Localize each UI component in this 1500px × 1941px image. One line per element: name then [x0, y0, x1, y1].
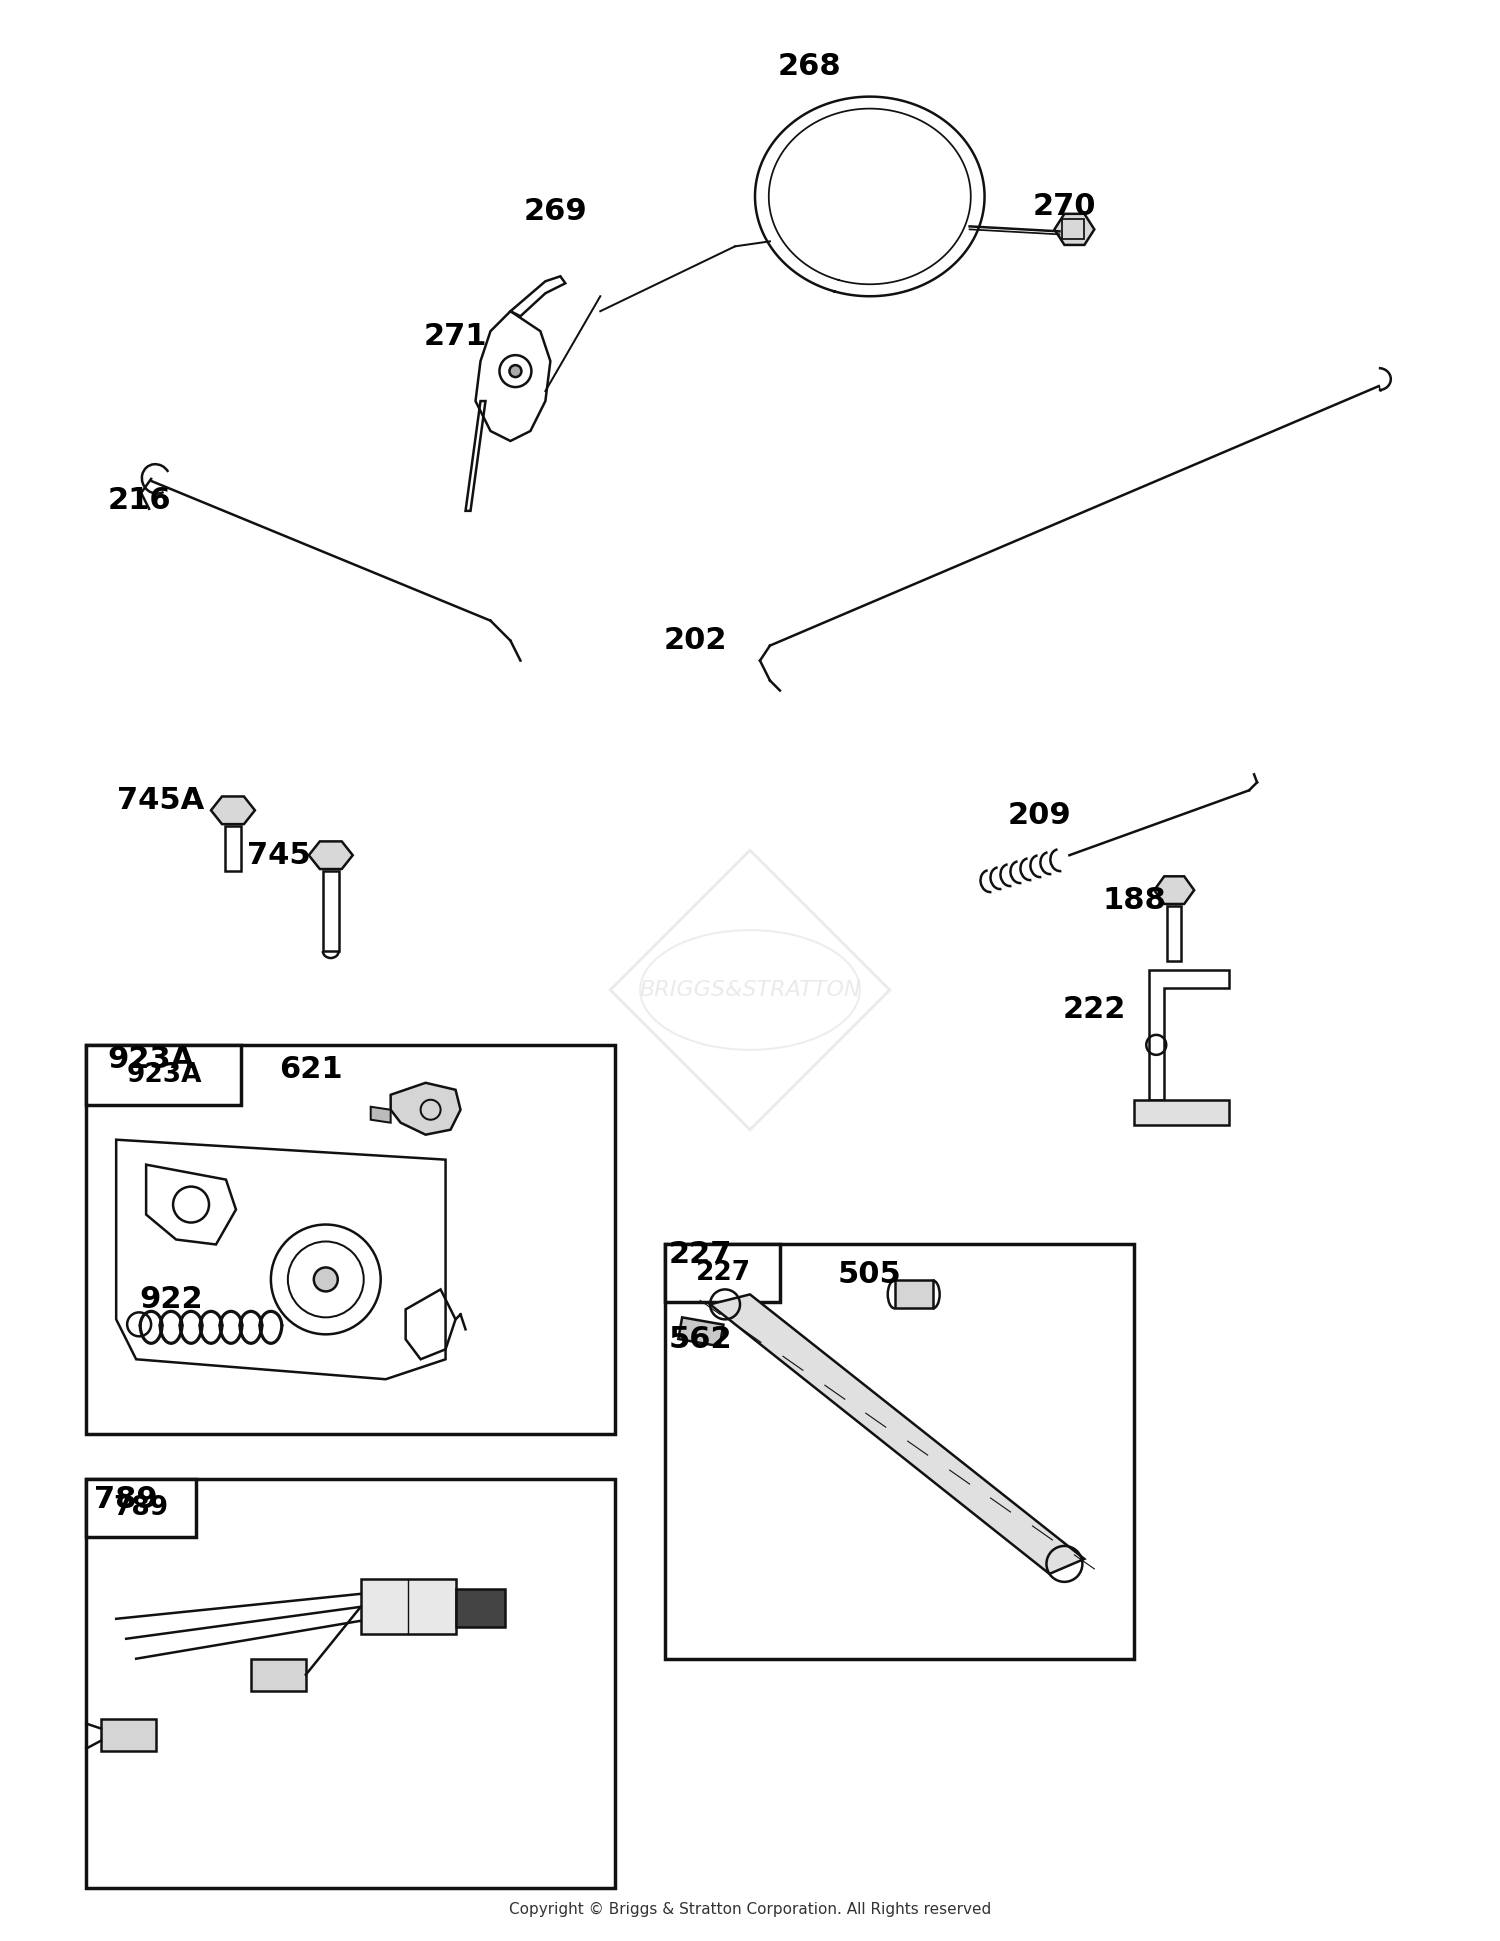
Text: 621: 621: [279, 1056, 342, 1085]
Bar: [251, 1660, 306, 1691]
Bar: [100, 1718, 156, 1751]
Text: 269: 269: [524, 196, 586, 225]
Text: 505: 505: [839, 1260, 902, 1289]
Polygon shape: [370, 1106, 390, 1122]
Text: 562: 562: [669, 1326, 732, 1353]
Bar: [456, 1590, 506, 1627]
Text: 923A: 923A: [108, 1046, 195, 1073]
Bar: [86, 1044, 615, 1434]
Text: 789: 789: [94, 1485, 158, 1514]
Bar: [664, 1244, 780, 1302]
Text: 227: 227: [669, 1240, 732, 1269]
Text: 202: 202: [663, 627, 728, 656]
Text: 923A: 923A: [126, 1062, 202, 1087]
Circle shape: [510, 365, 522, 377]
Polygon shape: [390, 1083, 460, 1135]
Bar: [894, 1281, 933, 1308]
Text: 745A: 745A: [117, 786, 204, 815]
Bar: [225, 827, 242, 872]
Text: 227: 227: [696, 1260, 750, 1287]
Bar: [1167, 906, 1180, 961]
Text: 222: 222: [1062, 996, 1126, 1025]
Bar: [86, 1479, 196, 1537]
Bar: [322, 872, 339, 951]
Text: 745: 745: [248, 840, 310, 870]
Bar: [86, 1044, 242, 1104]
Text: 188: 188: [1102, 885, 1166, 914]
Polygon shape: [211, 796, 255, 825]
Text: 789: 789: [114, 1495, 168, 1522]
Polygon shape: [1054, 214, 1095, 245]
Text: 209: 209: [1008, 802, 1071, 831]
Polygon shape: [309, 840, 352, 870]
Bar: [1062, 219, 1084, 239]
Text: 270: 270: [1032, 192, 1096, 221]
Text: 216: 216: [108, 487, 171, 516]
Bar: [678, 1318, 723, 1347]
Text: 268: 268: [778, 52, 842, 82]
Text: Copyright © Briggs & Stratton Corporation. All Rights reserved: Copyright © Briggs & Stratton Corporatio…: [509, 1902, 992, 1918]
Circle shape: [500, 355, 531, 386]
Bar: [360, 1578, 456, 1634]
Polygon shape: [1155, 875, 1194, 905]
Text: 922: 922: [140, 1285, 202, 1314]
Polygon shape: [1134, 1101, 1228, 1124]
Bar: [664, 1244, 1134, 1660]
Polygon shape: [710, 1295, 1084, 1574]
Circle shape: [314, 1267, 338, 1291]
Text: 271: 271: [424, 322, 488, 351]
Text: BRIGGS&STRATTON: BRIGGS&STRATTON: [639, 980, 861, 1000]
Bar: [86, 1479, 615, 1889]
